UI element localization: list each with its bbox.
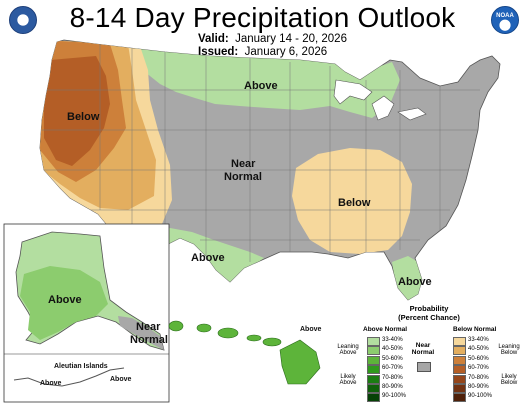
alaska-above-40-50 bbox=[20, 266, 108, 340]
legend-above-range-label: 80-90% bbox=[382, 384, 403, 390]
aleutian-chain bbox=[13, 367, 125, 387]
label-near-1: Near bbox=[231, 158, 256, 170]
label-hawaii-above: Above bbox=[300, 326, 322, 333]
legend-likely-above-2: Above bbox=[339, 380, 357, 386]
legend-above-range-label: 40-50% bbox=[382, 346, 403, 353]
legend-below-range-label: 50-60% bbox=[468, 355, 489, 362]
legend-above-row: 33-40% bbox=[367, 336, 427, 346]
label-aleutian-above-1: Above bbox=[40, 380, 62, 387]
label-alaska-near-2: Normal bbox=[130, 334, 168, 346]
legend-below-header: Below Normal bbox=[453, 326, 497, 333]
label-aleutian-above-2: Above bbox=[110, 376, 132, 383]
label-west-below: Below bbox=[67, 111, 100, 123]
legend-below-row: 40-50% bbox=[453, 345, 513, 356]
legend-below-row: 90-100% bbox=[453, 392, 513, 403]
issued-line: Issued: January 6, 2026 bbox=[198, 46, 327, 58]
legend-below-swatch bbox=[453, 355, 466, 365]
legend-likely-below-2: Below bbox=[500, 380, 518, 386]
legend-above-range-label: 70-80% bbox=[382, 374, 403, 381]
legend-leaning-below-2: Below bbox=[500, 350, 518, 356]
legend-leaning-above-1: Leaning bbox=[337, 344, 359, 350]
legend-above-row: 90-100% bbox=[367, 392, 427, 403]
legend-above-swatch bbox=[367, 393, 380, 403]
legend-above-range-label: 90-100% bbox=[382, 393, 407, 400]
state-lines bbox=[40, 44, 480, 262]
legend-below-swatch bbox=[453, 337, 466, 346]
label-south-above: Above bbox=[191, 252, 225, 264]
legend-above-range-label: 33-40% bbox=[382, 337, 403, 343]
noaa-logo-text: NOAA bbox=[496, 13, 514, 19]
label-aleutian-title: Aleutian Islands bbox=[54, 363, 108, 370]
legend-title-1: Probability bbox=[409, 304, 449, 313]
legend-below-swatch bbox=[453, 365, 466, 375]
label-north-above: Above bbox=[244, 80, 278, 92]
legend-above-swatch bbox=[367, 365, 380, 375]
legend-above-header: Above Normal bbox=[363, 326, 408, 333]
label-florida-above: Above bbox=[398, 276, 432, 288]
legend-leaning-above-2: Above bbox=[339, 350, 357, 356]
legend-likely-above-1: Likely bbox=[340, 374, 356, 380]
legend: Probability (Percent Chance) Above Norma… bbox=[335, 304, 523, 404]
legend-above-swatch bbox=[367, 374, 380, 384]
legend-above-row: 70-80% bbox=[367, 374, 427, 384]
legend-below-range-label: 33-40% bbox=[468, 337, 489, 343]
legend-near-2: Normal bbox=[411, 349, 435, 356]
noaa-logo-icon: NOAA bbox=[491, 6, 519, 34]
legend-below-swatch bbox=[453, 384, 466, 393]
legend-leaning-below-1: Leaning bbox=[498, 344, 520, 350]
legend-below-row: 50-60% bbox=[453, 355, 513, 365]
legend-below-row: 80-90% bbox=[453, 383, 513, 393]
legend-above-swatch bbox=[367, 346, 380, 356]
legend-near-swatch bbox=[417, 362, 431, 372]
valid-line: Valid: January 14 - 20, 2026 bbox=[198, 33, 347, 45]
valid-value: January 14 - 20, 2026 bbox=[235, 33, 347, 45]
legend-below-range-label: 80-90% bbox=[468, 384, 489, 390]
legend-below-row: 60-70% bbox=[453, 364, 513, 375]
legend-below-range-label: 60-70% bbox=[468, 365, 489, 372]
label-near-2: Normal bbox=[224, 171, 262, 183]
legend-near-1: Near bbox=[415, 342, 431, 349]
legend-below-row: 33-40% bbox=[453, 336, 513, 346]
label-alaska-above: Above bbox=[48, 294, 82, 306]
west-below-60-70 bbox=[44, 56, 110, 166]
legend-below-swatch bbox=[453, 346, 466, 356]
legend-above-range-label: 50-60% bbox=[382, 355, 403, 362]
great-lakes bbox=[333, 79, 427, 121]
legend-above-swatch bbox=[367, 337, 380, 346]
legend-above-swatch bbox=[367, 355, 380, 365]
legend-above-range-label: 60-70% bbox=[382, 365, 403, 372]
north-above-area-2 bbox=[200, 60, 282, 98]
alaska-near-normal bbox=[118, 316, 164, 350]
legend-below-row: 70-80% bbox=[453, 374, 513, 384]
issued-value: January 6, 2026 bbox=[244, 46, 328, 58]
legend-likely-below-1: Likely bbox=[501, 374, 517, 380]
legend-below-range-label: 70-80% bbox=[468, 374, 489, 381]
legend-below-swatch bbox=[453, 393, 466, 403]
legend-above-row: 60-70% bbox=[367, 364, 427, 375]
legend-below-range-label: 90-100% bbox=[468, 393, 493, 400]
legend-above-row: 40-50% bbox=[367, 345, 427, 356]
issued-label: Issued: bbox=[198, 46, 239, 58]
label-southeast-below: Below bbox=[338, 197, 371, 209]
legend-below-swatch bbox=[453, 374, 466, 384]
legend-below-range-label: 40-50% bbox=[468, 346, 489, 353]
doc-seal-icon bbox=[9, 6, 37, 34]
page-title: 8-14 Day Precipitation Outlook bbox=[69, 2, 456, 33]
legend-title-2: (Percent Chance) bbox=[398, 313, 460, 322]
hawaii-islands bbox=[168, 320, 321, 385]
legend-above-row: 50-60% bbox=[367, 355, 427, 365]
label-alaska-near-1: Near bbox=[136, 321, 161, 333]
southeast-below-33-40 bbox=[292, 148, 412, 254]
legend-above-swatch bbox=[367, 384, 380, 393]
legend-above-row: 80-90% bbox=[367, 383, 427, 393]
valid-label: Valid: bbox=[198, 33, 229, 45]
